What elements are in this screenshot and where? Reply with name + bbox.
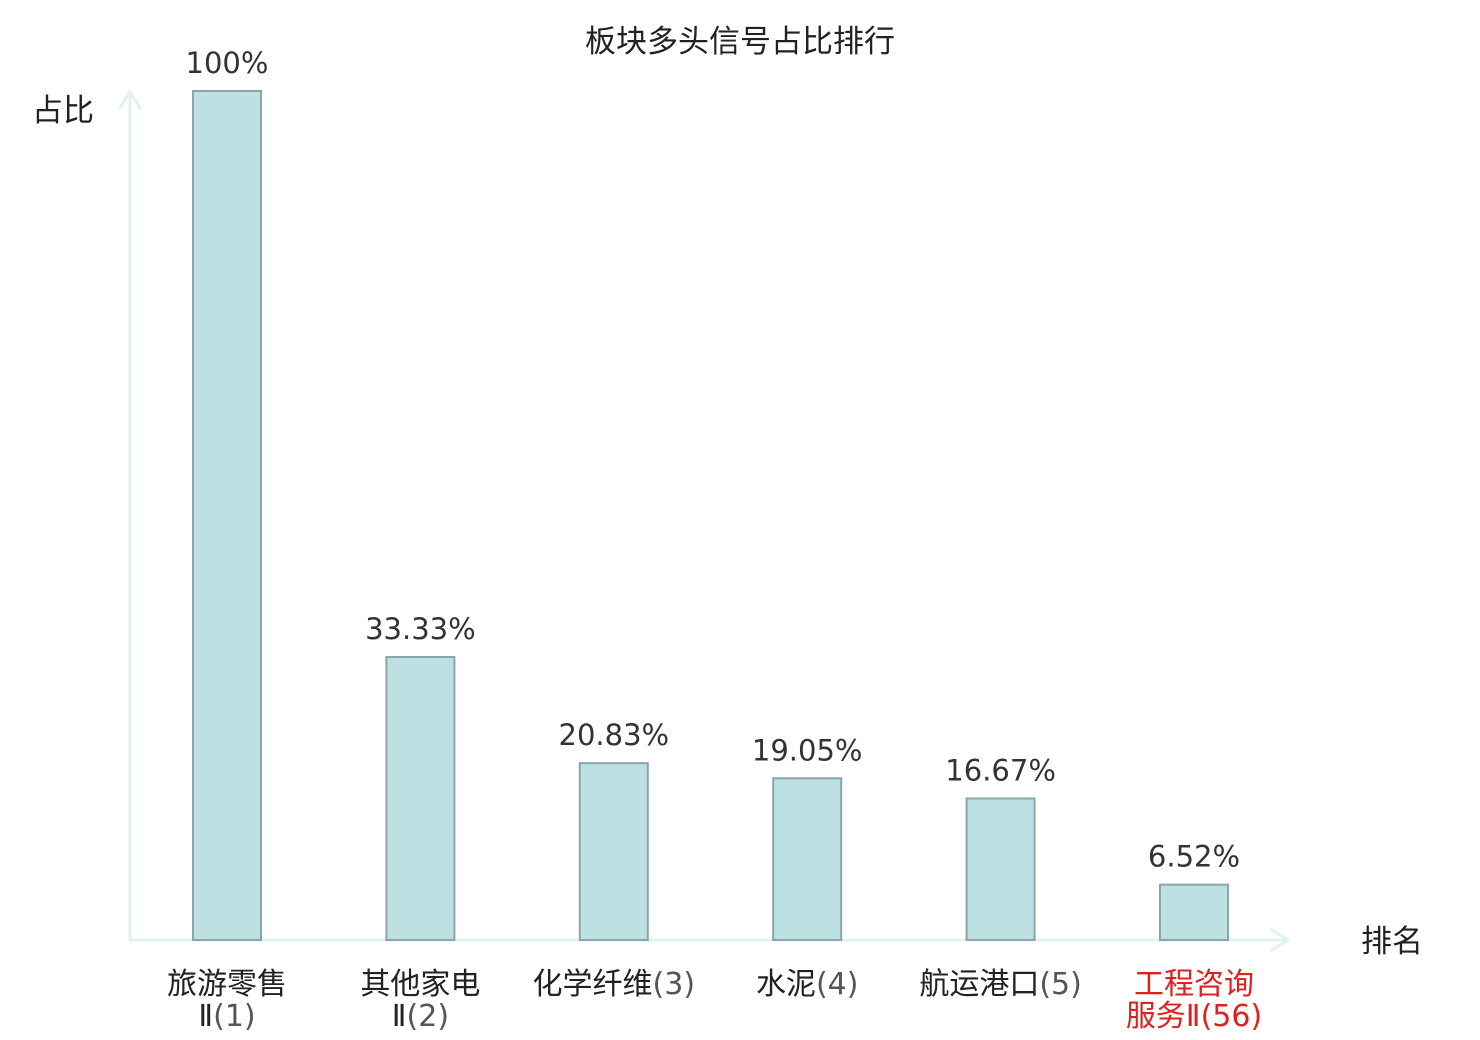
y-axis [118, 90, 142, 942]
bar-6 [1159, 883, 1229, 942]
category-label-1-line-2: Ⅱ(1) [198, 999, 255, 1034]
x-axis [128, 928, 1290, 952]
bar-1 [192, 90, 262, 941]
category-label-2-line-1: 其他家电 [360, 967, 480, 1002]
category-label-6-line-2: 服务Ⅱ(56) [1126, 999, 1262, 1034]
bar-3 [578, 762, 649, 942]
y-axis-label: 占比 [32, 93, 94, 129]
value-label-4: 19.05% [752, 733, 863, 767]
category-label-6-line-1: 工程咨询 [1134, 967, 1254, 1002]
category-label-3-line-1: 化学纤维(3) [533, 967, 696, 1002]
value-labels-group: 100% 33.33% 20.83% 19.05% 16.67% 6.52% [186, 46, 1241, 874]
value-label-1: 100% [186, 46, 269, 80]
value-label-2: 33.33% [365, 612, 476, 646]
bar-5 [965, 797, 1036, 941]
category-label-5-line-1: 航运港口(5) [919, 967, 1082, 1002]
bar-4 [772, 777, 843, 941]
category-label-1-line-1: 旅游零售 [167, 967, 287, 1002]
value-label-6: 6.52% [1148, 840, 1240, 874]
bar-2 [385, 656, 456, 942]
x-axis-label: 排名 [1361, 924, 1423, 960]
chart-title: 板块多头信号占比排行 [585, 24, 895, 60]
category-label-4-line-1: 水泥(4) [756, 967, 859, 1002]
category-label-2-line-2: Ⅱ(2) [392, 999, 449, 1034]
value-label-5: 16.67% [945, 753, 1056, 787]
bars-group [192, 90, 1229, 942]
value-label-3: 20.83% [559, 718, 670, 752]
